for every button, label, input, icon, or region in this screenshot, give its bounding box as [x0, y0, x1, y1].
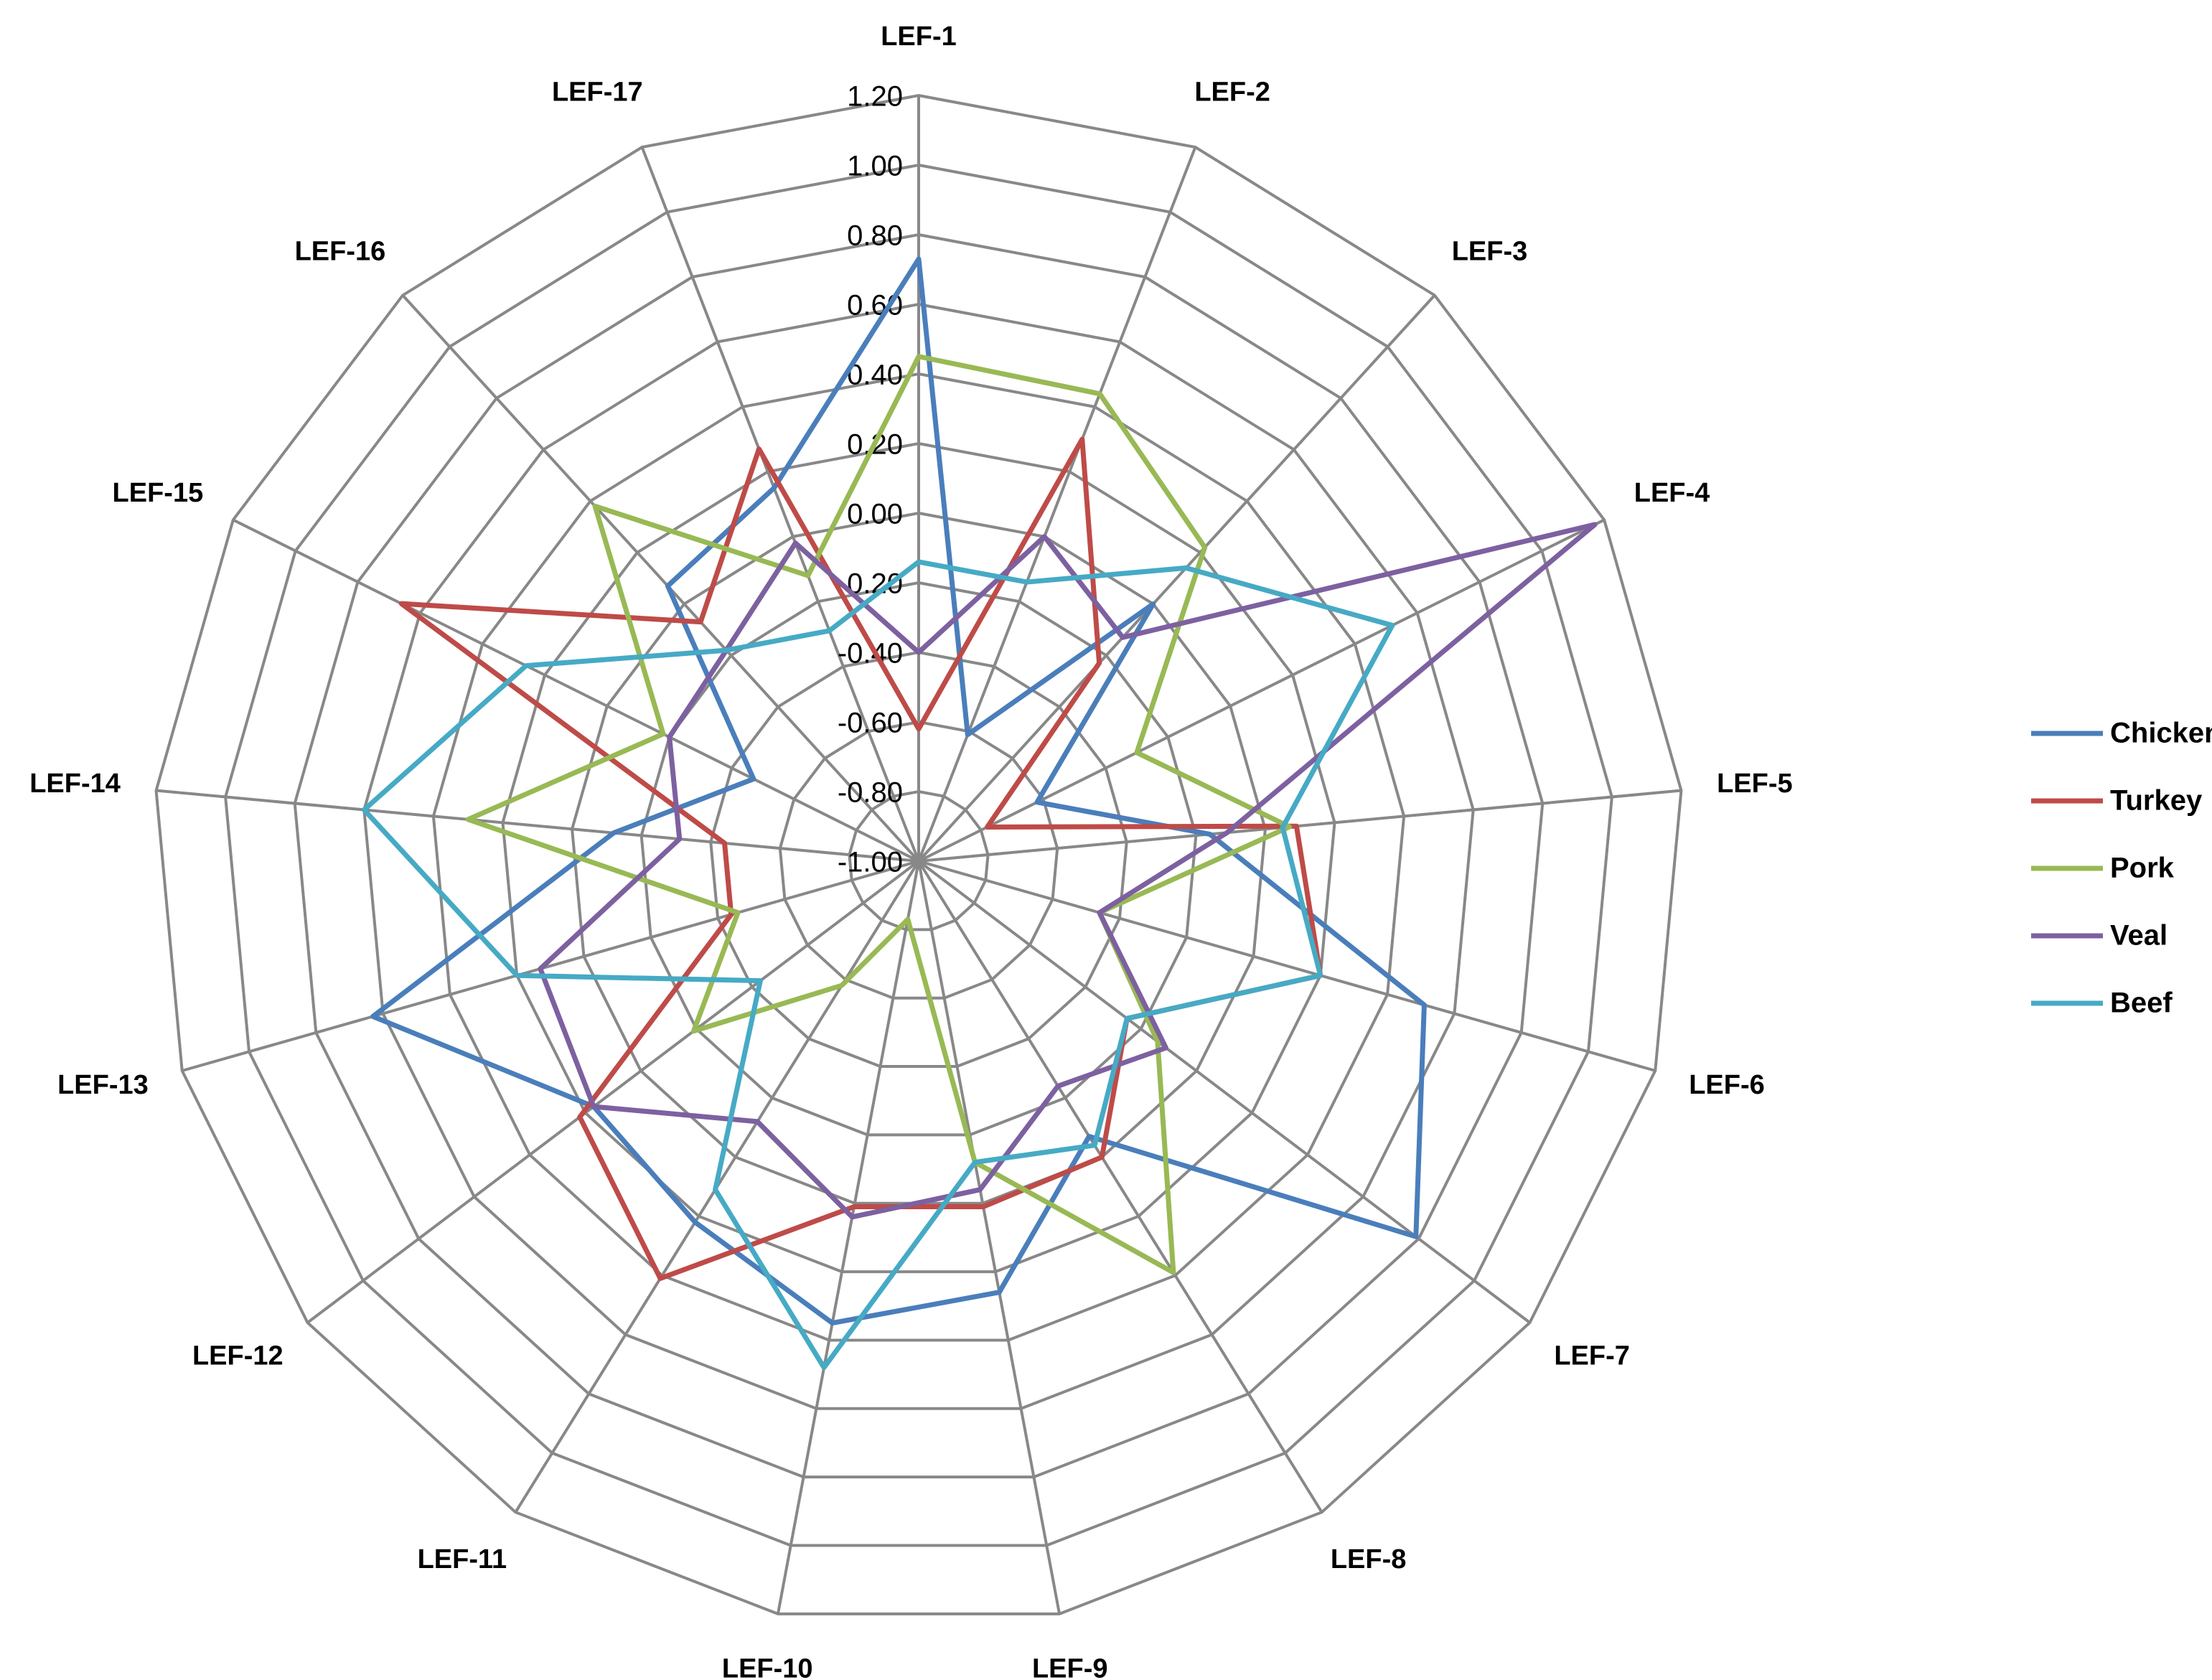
- spoke: [917, 860, 1531, 1324]
- category-label: LEF-10: [722, 1654, 813, 1680]
- spoke: [776, 860, 920, 1615]
- spoke: [401, 294, 920, 863]
- spoke: [232, 518, 919, 863]
- tick-label: -1.00: [838, 847, 903, 878]
- spoke: [182, 860, 919, 1072]
- series-line: [538, 522, 1598, 1220]
- series-line: [398, 436, 1323, 1281]
- category-label: LEF-15: [113, 478, 204, 508]
- category-label: LEF-4: [1634, 478, 1710, 508]
- legend-label: Beef: [2110, 987, 2173, 1019]
- category-label: LEF-17: [552, 77, 643, 107]
- legend-label: Veal: [2110, 920, 2168, 952]
- grid-ring: [362, 302, 1475, 1410]
- tick-label: 0.00: [847, 499, 903, 530]
- category-label: LEF-9: [1032, 1654, 1108, 1680]
- category-label: LEF-11: [418, 1544, 507, 1575]
- spoke: [918, 789, 1682, 863]
- category-label: LEF-14: [29, 769, 121, 799]
- tick-label: 0.40: [847, 360, 903, 391]
- category-label: LEF-12: [192, 1341, 283, 1371]
- grid-ring: [224, 163, 1613, 1547]
- spoke: [156, 789, 919, 863]
- grid-ring: [709, 650, 1128, 1069]
- legend-label: Chicken: [2110, 718, 2212, 749]
- grid-ring: [293, 233, 1545, 1479]
- legend-label: Pork: [2110, 853, 2175, 884]
- category-label: LEF-2: [1194, 77, 1270, 107]
- series-line: [465, 354, 1293, 1275]
- spoke: [917, 860, 1323, 1514]
- spoke: [640, 146, 920, 862]
- category-label: LEF-8: [1331, 1544, 1407, 1575]
- grid-ring: [154, 93, 1683, 1615]
- grid-ring: [848, 789, 990, 931]
- grid-ring: [431, 372, 1406, 1342]
- category-label: LEF-16: [295, 236, 386, 266]
- category-label: LEF-13: [57, 1070, 149, 1100]
- grid-ring: [778, 720, 1059, 1000]
- category-label: LEF-5: [1717, 769, 1793, 799]
- series-line: [370, 256, 1427, 1326]
- category-label: LEF-6: [1689, 1070, 1765, 1100]
- tick-label: 1.00: [847, 151, 903, 182]
- legend-label: Turkey: [2110, 785, 2203, 817]
- tick-label: 0.80: [847, 220, 903, 252]
- category-label: LEF-7: [1554, 1341, 1630, 1371]
- category-label: LEF-1: [881, 22, 957, 52]
- series-line: [361, 559, 1395, 1371]
- spoke: [917, 146, 1197, 862]
- grid-ring: [501, 441, 1336, 1274]
- tick-label: 1.20: [847, 81, 903, 113]
- tick-label: -0.60: [838, 708, 903, 739]
- spoke: [918, 518, 1606, 863]
- spoke: [306, 860, 920, 1324]
- category-label: LEF-3: [1452, 236, 1528, 266]
- tick-label: -0.80: [838, 777, 903, 809]
- spoke: [918, 860, 1656, 1072]
- spoke: [917, 294, 1436, 863]
- spoke: [917, 860, 1062, 1615]
